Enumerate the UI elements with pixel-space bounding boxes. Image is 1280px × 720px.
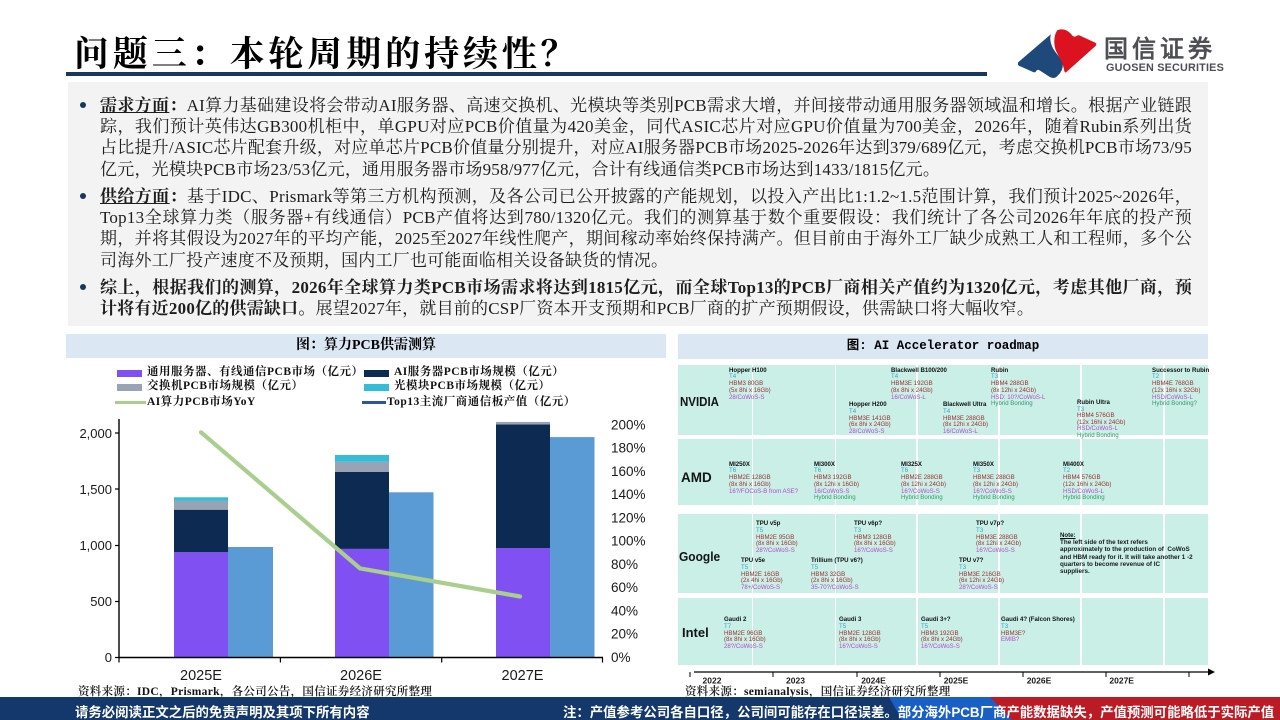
svg-text:100%: 100% <box>611 534 646 549</box>
svg-text:2022: 2022 <box>703 676 722 686</box>
svg-text:2027E: 2027E <box>1109 676 1134 686</box>
svg-text:2025E: 2025E <box>180 668 222 684</box>
svg-text:2024E: 2024E <box>861 676 886 686</box>
svg-text:500: 500 <box>90 594 112 609</box>
svg-text:180%: 180% <box>611 441 646 456</box>
svg-text:2026E: 2026E <box>1027 676 1052 686</box>
svg-text:0%: 0% <box>611 650 631 665</box>
svg-text:1,500: 1,500 <box>79 482 112 497</box>
svg-text:120%: 120% <box>611 511 646 526</box>
svg-text:1,000: 1,000 <box>79 538 112 553</box>
svg-text:40%: 40% <box>611 604 638 619</box>
svg-text:160%: 160% <box>611 464 646 479</box>
svg-text:200%: 200% <box>611 418 646 433</box>
svg-text:60%: 60% <box>611 580 638 595</box>
svg-text:80%: 80% <box>611 557 638 572</box>
svg-text:20%: 20% <box>611 627 638 642</box>
svg-text:2027E: 2027E <box>502 668 544 684</box>
svg-text:2,000: 2,000 <box>79 426 112 441</box>
svg-text:0: 0 <box>105 650 112 665</box>
svg-text:2026E: 2026E <box>340 668 382 684</box>
svg-text:140%: 140% <box>611 487 646 502</box>
svg-text:2023: 2023 <box>786 676 805 686</box>
svg-text:2025E: 2025E <box>944 676 969 686</box>
